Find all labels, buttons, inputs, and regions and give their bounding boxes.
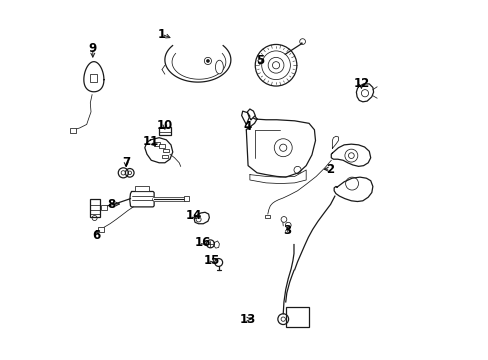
- Polygon shape: [144, 138, 172, 163]
- Polygon shape: [356, 84, 373, 102]
- Polygon shape: [241, 111, 249, 125]
- Bar: [135, 186, 149, 191]
- Bar: [159, 144, 164, 148]
- Bar: [163, 149, 169, 152]
- Text: 3: 3: [283, 224, 291, 237]
- Polygon shape: [330, 144, 370, 166]
- Polygon shape: [83, 62, 104, 92]
- Text: 16: 16: [194, 235, 210, 248]
- Text: 6: 6: [92, 229, 101, 242]
- Circle shape: [206, 59, 209, 62]
- Bar: [285, 307, 308, 327]
- Polygon shape: [214, 241, 219, 248]
- Bar: [264, 215, 269, 219]
- Polygon shape: [247, 109, 255, 120]
- Text: 8: 8: [107, 198, 116, 211]
- Text: 2: 2: [326, 163, 334, 176]
- Bar: [183, 196, 189, 201]
- Polygon shape: [164, 46, 230, 82]
- Polygon shape: [194, 212, 209, 224]
- Polygon shape: [249, 170, 305, 184]
- Bar: [153, 142, 159, 146]
- Bar: [162, 155, 167, 158]
- Bar: [89, 199, 100, 217]
- Bar: [70, 129, 76, 133]
- Polygon shape: [129, 192, 154, 207]
- Bar: [90, 74, 97, 82]
- Text: 1: 1: [157, 28, 165, 41]
- Polygon shape: [332, 136, 338, 148]
- Bar: [101, 205, 107, 210]
- Text: 9: 9: [88, 41, 97, 54]
- Text: 10: 10: [157, 119, 173, 132]
- Text: 14: 14: [185, 210, 202, 222]
- Text: 12: 12: [352, 77, 369, 90]
- Polygon shape: [333, 177, 372, 202]
- Ellipse shape: [215, 60, 223, 74]
- Text: 4: 4: [243, 120, 251, 133]
- Text: 5: 5: [255, 54, 264, 67]
- Bar: [158, 127, 171, 135]
- Polygon shape: [246, 115, 315, 177]
- Text: 11: 11: [142, 135, 158, 148]
- Bar: [98, 227, 104, 231]
- Text: 15: 15: [203, 254, 220, 267]
- Text: 13: 13: [239, 312, 255, 326]
- Text: 7: 7: [122, 156, 130, 169]
